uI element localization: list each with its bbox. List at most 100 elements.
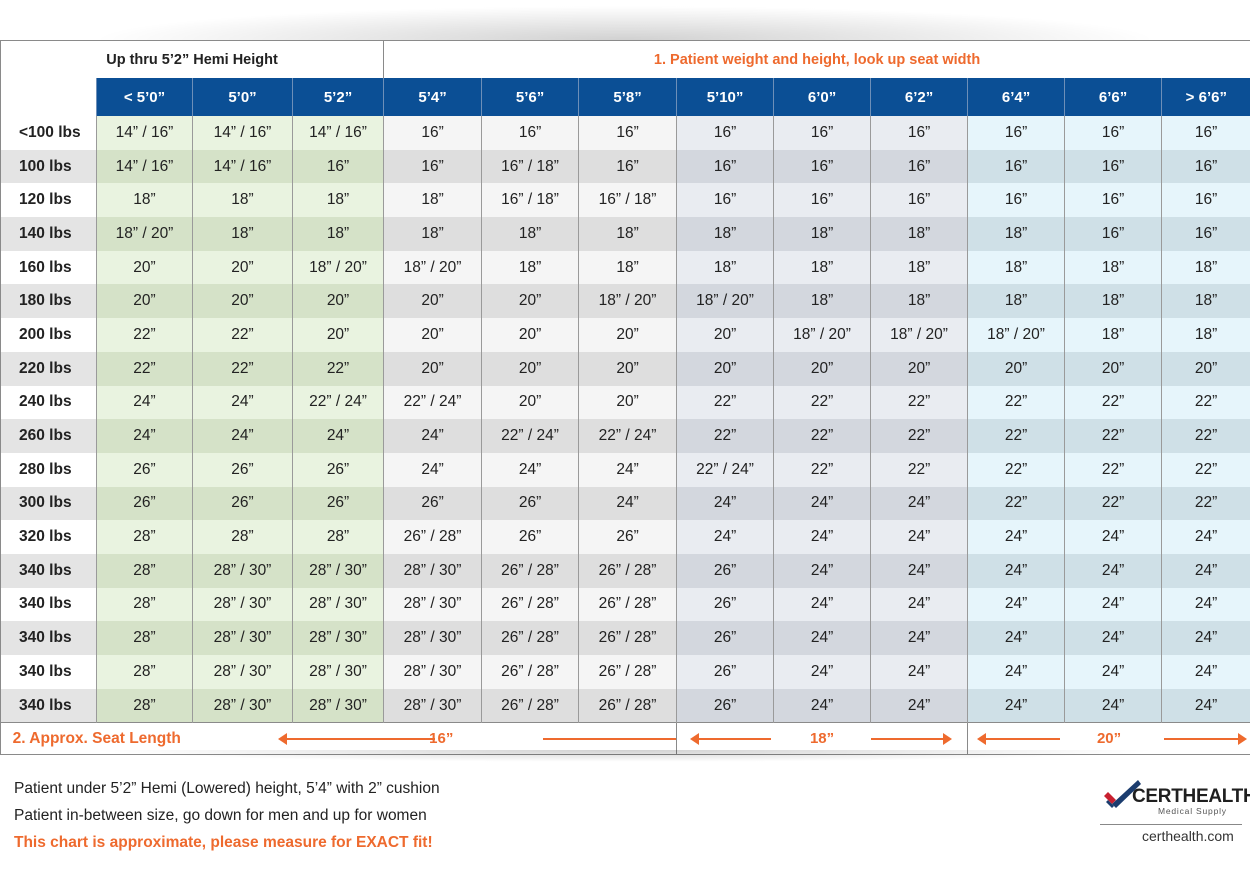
table-row: 280 lbs 26” 26” 26” 24” 24” 24” 22” / 24” 22” 22”… — [0, 452, 1250, 487]
seat-width-cell: 18” — [481, 250, 579, 285]
weight-label: 200 lbs — [0, 318, 97, 352]
weight-label: 220 lbs — [0, 351, 97, 386]
weight-label: 340 lbs — [0, 621, 97, 655]
seat-width-cell: 24” — [870, 655, 968, 689]
seat-width-cell: 26” / 28” — [578, 688, 677, 723]
seat-width-cell: 18” — [192, 183, 293, 218]
arrow-right-icon — [1164, 733, 1248, 746]
height-header-cell: 5’10” — [676, 78, 774, 116]
seat-width-cell: 18” / 20” — [967, 318, 1065, 352]
seat-width-cell: 24” — [870, 587, 968, 622]
table-row: 100 lbs 14” / 16” 14” / 16” 16” 16” 16” / 18”… — [0, 149, 1250, 184]
seat-width-cell: 28” / 30” — [291, 587, 384, 622]
table-row: 120 lbs 18” 18” 18” 18” 16” / 18” 16” / 18” 16”… — [0, 183, 1250, 218]
seat-width-cell: 20” — [676, 351, 774, 386]
seat-width-cell: 28” / 30” — [192, 621, 293, 655]
header-corner — [0, 78, 97, 116]
seat-width-cell: 24” — [773, 688, 871, 723]
seat-width-cell: 22” — [1064, 486, 1162, 521]
logo-name: CERTHEALTH — [1132, 786, 1250, 807]
seat-width-cell: 22” — [96, 318, 193, 352]
seat-width-cell: 24” — [192, 385, 293, 420]
seat-width-cell: 26” / 28” — [481, 621, 579, 655]
table-row: 220 lbs 22” 22” 22” 20” 20” 20” 20” 20” 20” 20” 20”… — [0, 351, 1250, 386]
seat-width-cell: 16” — [1064, 116, 1162, 150]
seat-width-cell: 24” — [967, 621, 1065, 655]
weight-label: 140 lbs — [0, 217, 97, 251]
seat-width-cell: 26” / 28” — [578, 587, 677, 622]
seat-width-cell: 20” — [481, 385, 579, 420]
seat-width-cell: 24” — [383, 419, 482, 453]
table-row: 160 lbs 20” 20” 18” / 20” 18” / 20” 18” 18” 18”… — [0, 250, 1250, 285]
notes: Patient under 5’2” Hemi (Lowered) height… — [14, 775, 440, 856]
hemi-height-title: Up thru 5’2” Hemi Height — [0, 40, 385, 78]
seat-width-cell: 26” / 28” — [481, 553, 579, 588]
seat-width-cell: 24” — [967, 520, 1065, 554]
seat-width-cell: 28” / 30” — [291, 688, 384, 723]
height-header-cell: 6’2” — [870, 78, 968, 116]
seat-width-cell: 24” — [967, 655, 1065, 689]
table-row: 320 lbs 28” 28” 28” 26” / 28” 26” 26” 24” 24” 24”… — [0, 520, 1250, 554]
table-row: 340 lbs 28” 28” / 30” 28” / 30” 28” / 30” 26”… — [0, 587, 1250, 622]
seat-width-cell: 28” / 30” — [192, 688, 293, 723]
seat-width-cell: 26” / 28” — [481, 587, 579, 622]
bottom-shadow — [0, 750, 1250, 764]
seat-width-cell: 18” — [291, 183, 384, 218]
note-in-between: Patient in-between size, go down for men… — [14, 807, 427, 824]
weight-label: 160 lbs — [0, 250, 97, 285]
seat-width-cell: 16” — [967, 183, 1065, 218]
seat-width-cell: 22” / 24” — [578, 419, 677, 453]
seat-width-cell: 28” — [96, 621, 193, 655]
seat-width-cell: 22” — [1161, 385, 1250, 420]
seat-width-cell: 16” — [383, 116, 482, 150]
seat-width-cell: 20” — [96, 284, 193, 319]
height-header-cell: 5’0” — [192, 78, 293, 116]
seat-width-cell: 16” — [1064, 217, 1162, 251]
seat-width-cell: 22” — [967, 419, 1065, 453]
seat-width-cell: 24” — [1161, 621, 1250, 655]
seat-width-cell: 26” — [676, 688, 774, 723]
seat-width-cell: 22” — [967, 385, 1065, 420]
seat-width-cell: 18” — [967, 250, 1065, 285]
seat-width-cell: 20” — [291, 284, 384, 319]
seat-width-cell: 22” — [192, 318, 293, 352]
seat-width-cell: 26” — [192, 452, 293, 487]
seat-width-cell: 18” — [578, 250, 677, 285]
height-header-cell: < 5’0” — [96, 78, 193, 116]
seat-width-cell: 18” — [967, 284, 1065, 319]
seat-width-cell: 20” — [1064, 351, 1162, 386]
seat-width-cell: 24” — [870, 688, 968, 723]
seat-width-cell: 22” — [1161, 452, 1250, 487]
seat-width-cell: 28” / 30” — [192, 553, 293, 588]
seat-width-cell: 26” — [481, 520, 579, 554]
seat-width-cell: 20” — [578, 318, 677, 352]
seat-width-cell: 22” — [773, 385, 871, 420]
website-link[interactable]: certhealth.com — [1142, 828, 1234, 844]
seat-width-cell: 18” — [383, 217, 482, 251]
seat-width-cell: 18” — [192, 217, 293, 251]
seat-width-cell: 18” / 20” — [383, 250, 482, 285]
seat-width-cell: 22” — [291, 351, 384, 386]
arrow-right-icon — [542, 738, 677, 741]
seat-width-cell: 24” — [676, 520, 774, 554]
arrow-left-icon — [690, 733, 772, 746]
seat-width-cell: 26” / 28” — [383, 520, 482, 554]
height-header-cell: 6’6” — [1064, 78, 1162, 116]
seat-width-cell: 18” — [773, 284, 871, 319]
seat-width-cell: 18” — [96, 183, 193, 218]
weight-label: 300 lbs — [0, 486, 97, 521]
seat-width-cell: 22” — [773, 419, 871, 453]
seat-width-cell: 24” — [773, 655, 871, 689]
seat-width-cell: 16” — [870, 183, 968, 218]
seat-width-cell: 28” / 30” — [192, 587, 293, 622]
weight-label: 340 lbs — [0, 655, 97, 689]
seat-width-cell: 24” — [1161, 587, 1250, 622]
seat-width-cell: 24” — [967, 688, 1065, 723]
seat-width-cell: 16” — [481, 116, 579, 150]
seat-width-cell: 24” — [96, 419, 193, 453]
seat-length-value: 18” — [809, 730, 835, 748]
seat-width-cell: 20” — [481, 284, 579, 319]
seat-width-cell: 18” / 20” — [676, 284, 774, 319]
seat-width-cell: 20” — [1161, 351, 1250, 386]
seat-width-cell: 24” — [291, 419, 384, 453]
